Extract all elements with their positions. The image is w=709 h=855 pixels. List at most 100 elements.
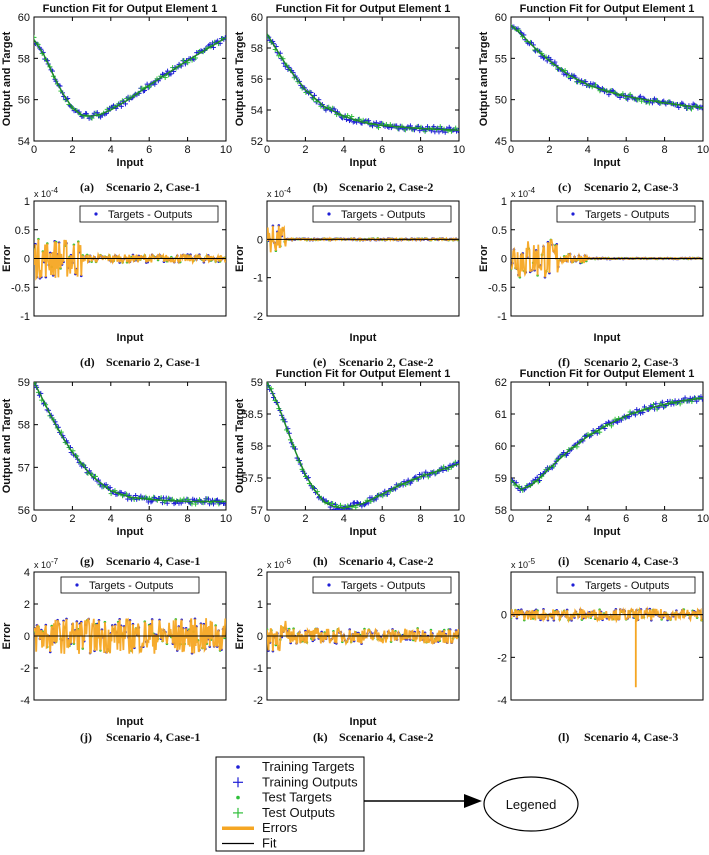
y-tick-label: -2 [497,652,507,664]
y-tick-label: 58.5 [242,409,263,421]
chart-panel-i: 58 59 60 61 62 0 2 4 6 8 10 Function Fit for Output… [495,368,709,568]
plot-area [510,16,704,142]
x-axis-label: Input [350,157,377,169]
x-tick-label: 0 [31,513,37,525]
y-axis-label: Output and Target [1,31,13,126]
y-axis-label: Output and Target [234,31,246,126]
caption-letter: (i) [558,554,569,568]
caption-text: Scenario 2, Case-1 [106,180,200,194]
caption-letter: (h) [313,554,328,568]
plot-marks [267,382,459,510]
caption-letter: (b) [313,180,328,194]
x-tick-label: 8 [185,144,191,156]
x-tick-label: 10 [453,144,465,156]
y-tick-label: 57.5 [242,473,263,485]
legend-box [60,576,200,594]
x-tick-label: 4 [341,144,347,156]
legend-marker [571,212,575,216]
caption-letter: (c) [558,180,571,194]
plot-marks [511,606,703,688]
y-axis-label: Error [234,622,246,650]
x-tick-label: 4 [585,144,591,156]
y-tick-label: -2 [20,663,30,675]
legend-box [312,576,452,594]
legend-box [556,576,696,594]
y-tick-label: 0 [257,631,263,643]
y-tick-label: 2 [257,567,263,579]
caption-letter: (e) [313,355,326,369]
y-axis-label: Error [234,244,246,272]
y-tick-label: 1 [24,196,30,208]
axis-exponent: x 10-4 [511,186,536,199]
x-tick-label: 4 [585,513,591,525]
y-tick-label: 56 [18,95,30,107]
fit-line [511,24,703,109]
y-tick-label: -1 [253,273,263,285]
x-tick-label: 10 [697,513,709,525]
x-axis-label: Input [117,526,144,538]
legend-marker [75,583,79,587]
y-tick-label: 0 [501,254,507,266]
legend-marker [327,583,331,587]
y-tick-label: 56 [251,74,263,86]
caption-letter: (f) [558,355,570,369]
y-tick-label: 57 [18,462,30,474]
chart-legend: Targets - Outputs [60,576,200,594]
x-tick-label: 0 [31,144,37,156]
x-tick-label: 6 [379,144,385,156]
axis-exponent: x 10-6 [267,557,292,570]
y-tick-label: -1 [497,311,507,323]
y-tick-label: 56 [18,505,30,517]
y-tick-label: 1 [501,196,507,208]
x-tick-label: 2 [69,144,75,156]
callout-label: Legened [506,797,557,812]
plot-area [33,381,227,511]
y-axis-label: Output and Target [478,31,490,126]
y-tick-label: 54 [251,105,263,117]
caption-text: Scenario 4, Case-2 [339,730,433,744]
axis-exponent: x 10-4 [34,186,59,199]
x-tick-label: 4 [108,513,114,525]
y-tick-label: 59 [495,473,507,485]
axis-exponent: x 10-4 [267,186,292,199]
caption-text: Scenario 4, Case-1 [106,730,200,744]
x-tick-label: 10 [220,513,232,525]
y-tick-label: -4 [20,695,30,707]
caption-text: Scenario 2, Case-3 [584,180,678,194]
y-tick-label: 55 [495,53,507,65]
y-tick-label: 54 [18,136,30,148]
y-tick-label: 58 [495,505,507,517]
x-tick-label: 8 [418,144,424,156]
legend-marker [327,212,331,216]
y-tick-label: 0 [501,610,507,622]
plot-marks [267,620,459,653]
y-tick-label: 52 [251,136,263,148]
legend-marker-dot [236,765,240,769]
fit-line [34,37,226,117]
x-axis-label: Input [117,716,144,728]
legend-entry-label: Test Targets [262,790,332,805]
x-tick-label: 4 [108,144,114,156]
caption-text: Scenario 4, Case-2 [339,554,433,568]
y-tick-label: 60 [495,441,507,453]
caption-letter: (g) [80,554,94,568]
chart-panel-d: -1 -0.5 0 0.5 1 x 10-4 Input Error Targets - Out… [1,186,227,369]
y-tick-label: 0.5 [15,225,30,237]
legend-entry-label: Errors [262,820,298,835]
chart-panel-b: 52 54 56 58 60 0 2 4 6 8 10 Function Fit for Output… [234,3,465,194]
fit-line [511,397,703,491]
plot-marks [34,34,226,121]
chart-panel-a: 54 56 58 60 0 2 4 6 8 10 Function Fit for Output E… [1,3,232,194]
chart-title: Function Fit for Output Element 1 [276,368,451,380]
fit-line [34,382,226,503]
plot-marks [511,394,703,493]
x-tick-label: 2 [546,144,552,156]
chart-panel-g: 56 57 58 59 0 2 4 6 8 10 Input Output and Target (g)… [1,377,232,568]
x-tick-label: 10 [220,144,232,156]
y-tick-label: 58 [251,43,263,55]
y-tick-label: 0 [24,254,30,266]
y-tick-label: 61 [495,409,507,421]
plot-area [33,16,227,142]
axis-exponent: x 10-7 [34,557,59,570]
